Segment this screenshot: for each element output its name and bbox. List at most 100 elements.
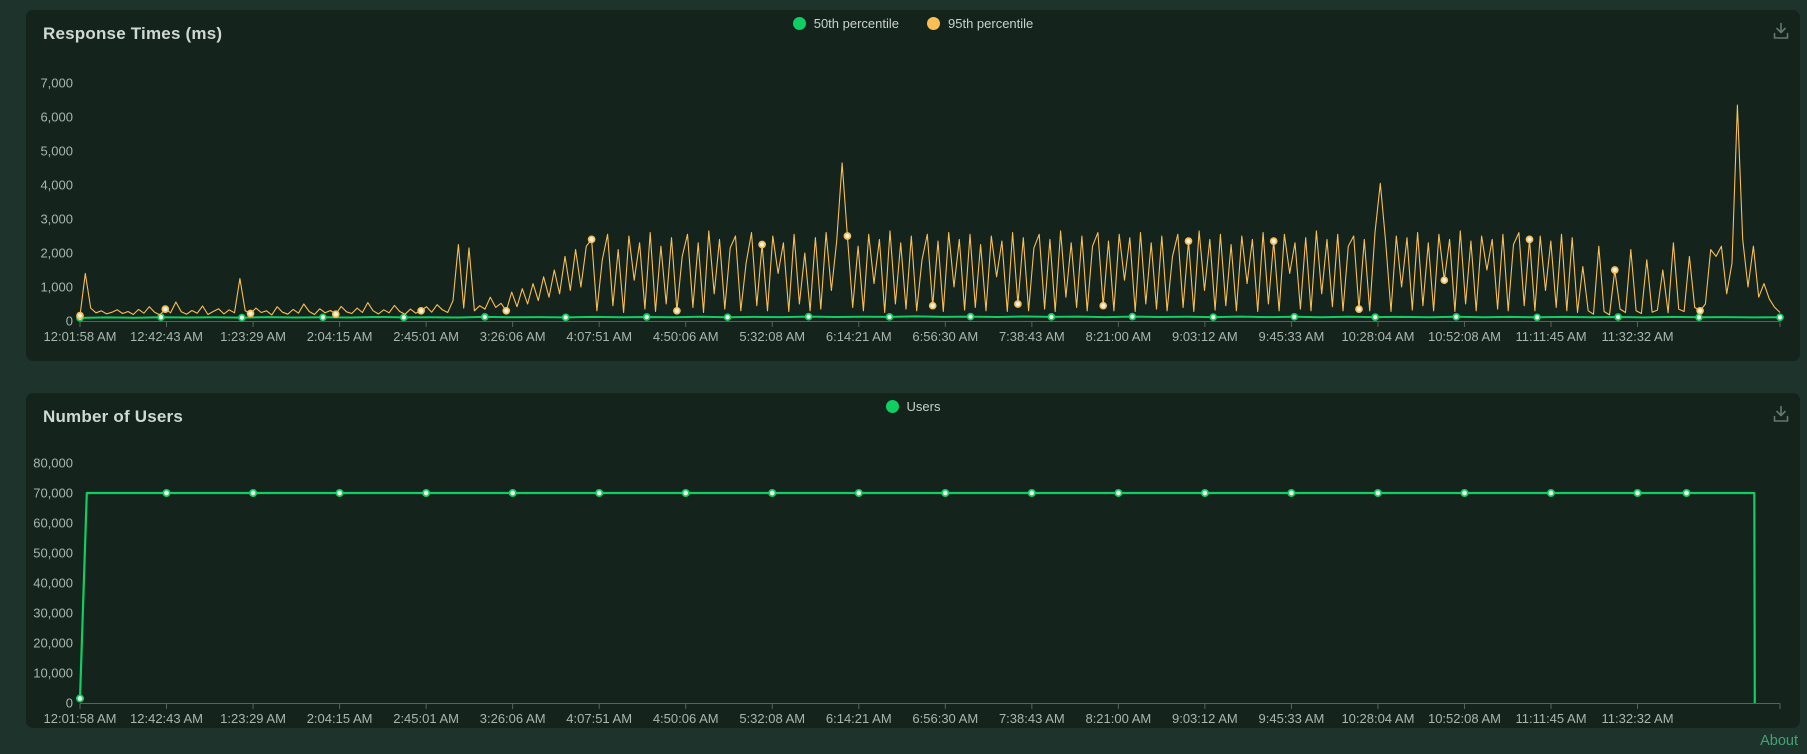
data-point-marker-95th-percentile — [843, 232, 852, 240]
data-point-marker-users — [249, 488, 258, 498]
data-point-marker-users — [941, 488, 950, 498]
legend-item-users[interactable]: Users — [885, 399, 941, 414]
x-tick-label: 10:52:08 AM — [1428, 329, 1501, 344]
data-point-marker-95th-percentile — [417, 306, 425, 315]
x-tick-label: 6:14:21 AM — [826, 329, 892, 344]
data-point-marker-50th-percentile — [1533, 313, 1541, 322]
x-tick-label: 3:26:06 AM — [480, 711, 546, 726]
data-point-marker-users — [1460, 488, 1469, 498]
data-point-marker-users — [75, 694, 85, 703]
data-point-marker-users — [1682, 488, 1691, 498]
data-point-marker-users — [595, 488, 604, 498]
x-tick-label: 12:01:58 AM — [44, 711, 117, 726]
legend-item-50th-percentile[interactable]: 50th percentile — [792, 16, 899, 31]
y-tick-label: 2,000 — [40, 246, 73, 261]
legend-dot-icon — [927, 17, 940, 30]
legend-item-95th-percentile[interactable]: 95th percentile — [927, 16, 1033, 31]
y-tick-label: 80,000 — [33, 456, 73, 471]
data-point-marker-95th-percentile — [1355, 305, 1363, 313]
data-point-marker-50th-percentile — [885, 313, 894, 321]
data-point-marker-50th-percentile — [1695, 313, 1703, 322]
data-point-marker-50th-percentile — [319, 313, 327, 322]
x-tick-label: 9:03:12 AM — [1172, 329, 1238, 344]
data-point-marker-users — [508, 488, 517, 498]
download-response-times-button[interactable] — [1768, 18, 1794, 44]
data-point-marker-users — [681, 488, 690, 498]
x-tick-label: 1:23:29 AM — [220, 711, 286, 726]
data-point-marker-users — [854, 488, 863, 498]
data-point-marker-users — [768, 488, 777, 498]
data-point-marker-50th-percentile — [804, 312, 813, 321]
data-point-marker-users — [335, 488, 344, 498]
data-point-marker-50th-percentile — [642, 313, 651, 321]
data-point-marker-95th-percentile — [673, 306, 681, 315]
data-point-marker-95th-percentile — [928, 301, 937, 310]
series-line-50th-percentile — [79, 315, 1781, 319]
data-point-marker-50th-percentile — [157, 313, 165, 322]
data-point-marker-95th-percentile — [1696, 306, 1704, 315]
legend-label: Users — [906, 399, 941, 414]
x-tick-label: 10:28:04 AM — [1341, 711, 1414, 726]
data-point-marker-50th-percentile — [966, 312, 975, 321]
x-tick-label: 12:42:43 AM — [130, 711, 203, 726]
y-tick-label: 3,000 — [40, 212, 73, 227]
y-tick-label: 20,000 — [33, 636, 73, 651]
x-tick-label: 4:50:06 AM — [653, 711, 719, 726]
x-tick-label: 6:56:30 AM — [912, 711, 978, 726]
legend-label: 95th percentile — [948, 16, 1034, 31]
y-tick-label: 50,000 — [33, 546, 73, 561]
data-point-marker-50th-percentile — [1209, 313, 1218, 321]
data-point-marker-users — [1114, 488, 1123, 498]
y-tick-label: 0 — [66, 314, 73, 329]
data-point-marker-95th-percentile — [1440, 276, 1449, 285]
y-tick-label: 5,000 — [40, 144, 73, 159]
users-panel: Users Number of Users 12:01:58 AM 12:42:4… — [26, 393, 1800, 728]
data-point-marker-users — [1200, 488, 1209, 498]
series-line-95th-percentile — [79, 104, 1781, 316]
legend-label: 50th percentile — [813, 16, 899, 31]
response-times-chart[interactable]: 12:01:58 AM 12:42:43 AM 1:23:29 AM 2:04:15 … — [26, 10, 1800, 361]
x-tick-label: 10:28:04 AM — [1341, 329, 1414, 344]
response-times-title: Response Times (ms) — [43, 24, 223, 43]
series-line-users — [78, 491, 1756, 704]
data-point-marker-95th-percentile — [161, 305, 170, 313]
data-point-marker-95th-percentile — [502, 306, 511, 315]
y-tick-label: 1,000 — [40, 280, 73, 295]
download-users-button[interactable] — [1768, 401, 1794, 427]
x-tick-label: 11:11:45 AM — [1515, 711, 1586, 726]
response-times-legend: 50th percentile 95th percentile — [26, 16, 1800, 31]
data-point-marker-50th-percentile — [1290, 312, 1299, 321]
data-point-marker-50th-percentile — [1452, 312, 1461, 321]
data-point-marker-95th-percentile — [587, 235, 596, 244]
data-point-marker-95th-percentile — [331, 310, 340, 319]
x-tick-label: 4:07:51 AM — [566, 329, 632, 344]
data-point-marker-users — [1373, 488, 1382, 498]
x-tick-label: 2:45:01 AM — [393, 711, 459, 726]
y-tick-label: 7,000 — [40, 76, 73, 91]
y-tick-label: 0 — [66, 696, 73, 711]
download-icon — [1773, 22, 1789, 39]
data-point-marker-95th-percentile — [76, 311, 84, 320]
x-tick-label: 6:56:30 AM — [912, 329, 978, 344]
data-point-marker-50th-percentile — [480, 313, 489, 321]
data-point-marker-95th-percentile — [1525, 235, 1534, 244]
x-tick-label: 4:07:51 AM — [566, 711, 632, 726]
data-point-marker-50th-percentile — [1047, 313, 1056, 321]
y-tick-label: 6,000 — [40, 110, 73, 125]
y-tick-label: 40,000 — [33, 576, 73, 591]
data-point-marker-95th-percentile — [246, 309, 255, 318]
data-point-marker-50th-percentile — [1776, 313, 1784, 322]
x-tick-label: 9:45:33 AM — [1259, 329, 1325, 344]
x-tick-label: 9:45:33 AM — [1259, 711, 1325, 726]
data-point-marker-50th-percentile — [399, 313, 408, 322]
data-point-marker-50th-percentile — [1128, 312, 1137, 321]
about-link[interactable]: About — [1760, 733, 1798, 749]
users-chart[interactable]: 12:01:58 AM 12:42:43 AM 1:23:29 AM 2:04:15 … — [26, 393, 1800, 728]
data-point-marker-users — [1633, 488, 1642, 498]
x-tick-label: 5:32:08 AM — [739, 711, 805, 726]
x-tick-label: 11:32:32 AM — [1602, 329, 1674, 344]
x-tick-label: 4:50:06 AM — [653, 329, 719, 344]
x-tick-label: 1:23:29 AM — [220, 329, 286, 344]
y-tick-label: 30,000 — [33, 606, 73, 621]
data-point-marker-users — [1546, 488, 1556, 498]
